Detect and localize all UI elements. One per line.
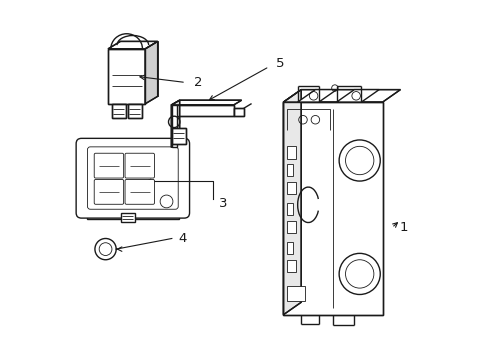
Polygon shape xyxy=(297,90,336,102)
FancyBboxPatch shape xyxy=(76,138,189,218)
Polygon shape xyxy=(86,213,179,219)
Bar xyxy=(233,108,244,116)
Polygon shape xyxy=(283,90,400,102)
Bar xyxy=(171,128,185,144)
Text: 5: 5 xyxy=(276,57,285,69)
Polygon shape xyxy=(171,100,179,147)
Polygon shape xyxy=(111,104,125,118)
Polygon shape xyxy=(120,41,157,96)
Text: 3: 3 xyxy=(219,197,227,210)
Bar xyxy=(286,164,293,176)
Bar xyxy=(171,128,185,144)
FancyBboxPatch shape xyxy=(125,180,154,204)
FancyBboxPatch shape xyxy=(125,153,154,178)
Bar xyxy=(171,105,233,116)
Polygon shape xyxy=(283,90,301,315)
Text: 4: 4 xyxy=(178,232,186,245)
Bar xyxy=(171,105,233,116)
Polygon shape xyxy=(108,49,145,104)
FancyBboxPatch shape xyxy=(94,180,123,204)
FancyBboxPatch shape xyxy=(94,153,123,178)
Bar xyxy=(286,221,295,233)
Polygon shape xyxy=(127,104,142,118)
Polygon shape xyxy=(171,100,241,105)
Bar xyxy=(233,108,244,116)
Bar xyxy=(286,182,295,194)
Bar xyxy=(286,260,295,272)
Polygon shape xyxy=(283,102,382,315)
Polygon shape xyxy=(145,41,157,104)
Bar xyxy=(286,146,295,159)
Text: 2: 2 xyxy=(194,76,202,89)
Text: 1: 1 xyxy=(399,221,407,234)
Polygon shape xyxy=(336,90,378,102)
Bar xyxy=(286,286,304,301)
Bar xyxy=(120,213,134,222)
Polygon shape xyxy=(108,41,157,49)
Bar xyxy=(171,105,176,147)
Bar xyxy=(286,242,293,255)
Bar xyxy=(286,203,293,215)
